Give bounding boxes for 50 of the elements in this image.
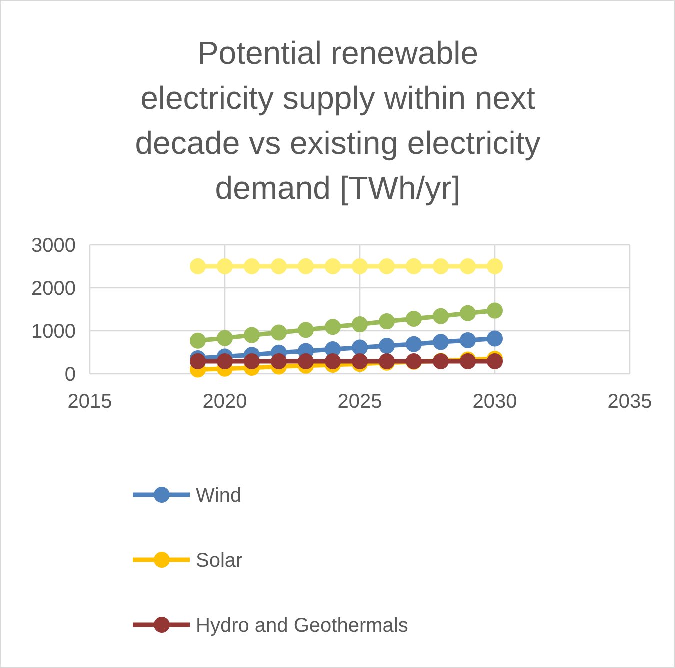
point: [217, 354, 233, 370]
point: [352, 258, 368, 274]
legend-label: Hydro and Geothermals: [196, 615, 408, 637]
point: [190, 332, 206, 349]
point: [460, 305, 476, 322]
point: [379, 258, 395, 274]
x-tick-label: 2030: [472, 391, 518, 413]
point: [379, 338, 395, 354]
point: [298, 322, 314, 338]
point: [298, 354, 314, 370]
point: [298, 258, 314, 274]
legend-label: Solar: [196, 550, 244, 572]
point: [217, 258, 233, 274]
point: [271, 354, 287, 370]
x-tick-label: 2035: [608, 391, 652, 413]
point: [352, 340, 368, 356]
point: [460, 332, 476, 348]
point: [487, 330, 503, 347]
point: [244, 258, 260, 274]
point: [406, 310, 422, 327]
point: [406, 258, 422, 274]
point: [406, 336, 422, 352]
point: [271, 258, 287, 274]
point: [325, 258, 341, 274]
legend-label: Wind: [196, 485, 242, 507]
y-tick-label: 3000: [32, 235, 76, 257]
point: [460, 258, 476, 274]
point: [190, 354, 206, 370]
y-tick-label: 2000: [32, 278, 76, 300]
point: [487, 354, 503, 370]
x-tick-label: 2020: [202, 391, 248, 413]
point: [379, 314, 395, 330]
point: [217, 330, 233, 346]
point: [433, 258, 449, 274]
y-tick-label: 0: [64, 364, 76, 386]
point: [271, 324, 287, 341]
point: [325, 319, 341, 336]
point: [487, 302, 503, 319]
point: [433, 334, 449, 350]
chart-title: Potential renewable electricity supply within next decade vs existing electricity demand [TWh/yr]: [135, 35, 541, 206]
y-tick-label: 1000: [32, 321, 76, 343]
x-tick-label: 2015: [68, 391, 112, 413]
point: [433, 308, 449, 324]
point: [325, 354, 341, 370]
point: [244, 327, 260, 344]
point: [352, 316, 368, 333]
point: [487, 258, 503, 274]
x-tick-label: 2025: [338, 391, 382, 413]
point: [244, 354, 260, 370]
point: [190, 258, 206, 274]
